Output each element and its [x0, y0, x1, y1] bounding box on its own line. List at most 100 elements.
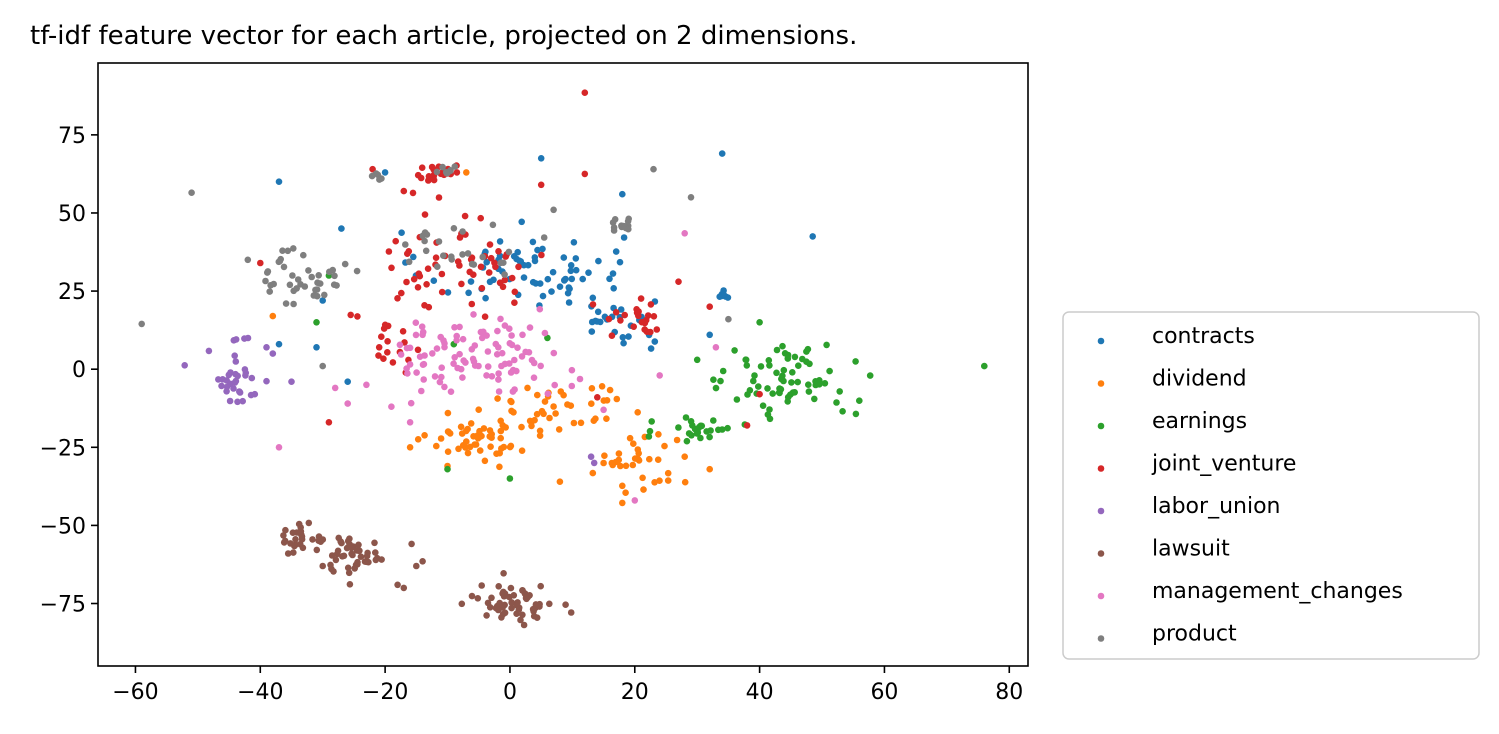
data-point	[447, 388, 455, 396]
data-point	[757, 363, 765, 370]
data-point	[284, 247, 292, 255]
data-point	[477, 328, 485, 336]
data-point	[369, 165, 376, 173]
data-point	[384, 349, 391, 356]
data-point	[394, 581, 401, 589]
data-point	[641, 326, 648, 333]
data-point	[378, 333, 385, 341]
data-point	[412, 331, 420, 339]
legend-label: lawsuit	[1152, 537, 1230, 562]
data-point	[402, 241, 409, 248]
data-point	[423, 281, 430, 288]
data-point	[560, 391, 567, 399]
data-point	[290, 300, 297, 308]
data-point	[791, 389, 798, 396]
data-point	[605, 315, 613, 323]
data-point	[508, 341, 516, 349]
data-point	[567, 402, 575, 410]
data-point	[608, 332, 616, 340]
x-tick-label: 80	[995, 680, 1023, 705]
data-point	[242, 372, 249, 379]
data-point	[514, 248, 521, 256]
data-point	[409, 189, 417, 197]
data-point	[232, 336, 240, 343]
data-point	[530, 374, 538, 382]
data-point	[484, 599, 492, 607]
data-point	[325, 419, 333, 426]
legend-marker	[1097, 465, 1105, 472]
legend-item-contracts: contracts	[1097, 324, 1255, 349]
data-point	[498, 349, 506, 357]
data-point	[603, 415, 610, 423]
data-point	[319, 297, 327, 304]
data-point	[647, 345, 655, 352]
data-point	[852, 410, 860, 418]
data-point	[458, 600, 466, 608]
data-point	[406, 444, 414, 451]
y-tick-label: 75	[58, 124, 86, 149]
data-point	[403, 344, 411, 352]
data-point	[766, 362, 773, 369]
data-point	[756, 319, 763, 326]
data-point	[533, 410, 541, 418]
data-point	[433, 442, 440, 450]
data-point	[441, 383, 448, 391]
legend-item-labor-union: labor_union	[1097, 494, 1280, 519]
data-point	[438, 288, 446, 296]
data-point	[319, 562, 327, 570]
data-point	[710, 376, 717, 384]
data-point	[470, 433, 477, 440]
data-point	[617, 317, 624, 324]
legend-label: product	[1152, 622, 1237, 647]
data-point	[450, 360, 457, 368]
data-point	[430, 277, 438, 285]
data-point	[477, 263, 485, 271]
data-point	[646, 455, 653, 463]
data-point	[530, 608, 537, 615]
data-point	[506, 475, 514, 482]
data-point	[567, 609, 575, 616]
data-point	[458, 280, 465, 288]
data-point	[453, 337, 460, 344]
data-point	[511, 356, 518, 364]
data-point	[661, 442, 668, 450]
data-point	[341, 260, 349, 268]
data-point	[609, 270, 617, 277]
data-point	[295, 520, 303, 528]
data-point	[544, 275, 552, 283]
data-point	[577, 419, 585, 427]
data-point	[459, 374, 466, 381]
data-point	[572, 266, 580, 274]
data-point	[612, 248, 620, 255]
data-point	[733, 396, 741, 403]
data-point	[622, 462, 630, 470]
data-point	[438, 270, 446, 278]
data-point	[284, 550, 292, 557]
data-point	[282, 300, 290, 307]
data-point	[313, 292, 321, 300]
data-point	[459, 251, 466, 258]
data-point	[519, 611, 526, 619]
data-point	[651, 338, 659, 345]
data-point	[640, 486, 647, 493]
legend-marker	[1097, 550, 1105, 557]
data-point	[275, 340, 283, 348]
data-point	[588, 385, 596, 392]
data-point	[493, 450, 500, 458]
data-point	[234, 372, 241, 380]
data-point	[236, 389, 244, 396]
data-point	[581, 89, 589, 96]
data-point	[465, 289, 472, 297]
data-point	[791, 353, 799, 361]
data-point	[406, 419, 414, 426]
data-point	[266, 288, 274, 295]
data-point	[234, 398, 241, 406]
data-point	[410, 253, 417, 261]
data-point	[432, 254, 440, 261]
legend-marker	[1097, 380, 1105, 387]
data-point	[230, 385, 237, 392]
data-point	[600, 406, 607, 414]
data-point	[509, 388, 517, 395]
data-point	[556, 283, 564, 291]
data-point	[414, 346, 422, 354]
